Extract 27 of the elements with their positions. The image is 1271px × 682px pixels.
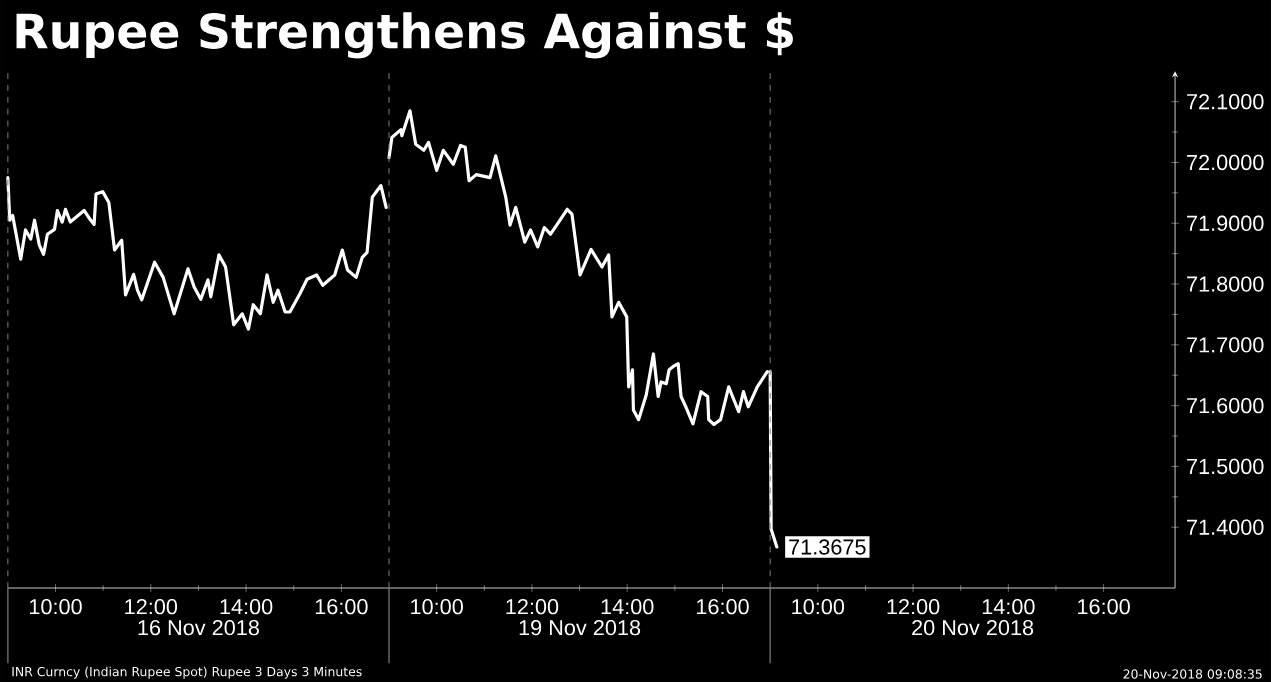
y-tick-label: 71.4000 bbox=[1187, 519, 1264, 535]
y-tick-label: 71.8000 bbox=[1187, 276, 1264, 292]
x-axis-title: 20 Nov 2018 bbox=[912, 619, 1034, 636]
text: INR Curncy (Indian Rupee Spot) Rupee 3 Days 3 Minutes bbox=[12, 666, 362, 679]
x-tick-label: 12:00 bbox=[887, 598, 940, 615]
x-axis-title: 16 Nov 2018 bbox=[138, 619, 259, 636]
x-tick-label: 10:00 bbox=[792, 598, 845, 615]
x-tick-label: 16:00 bbox=[1078, 598, 1130, 615]
x-tick-label: 14:00 bbox=[220, 598, 273, 615]
x-tick-label: 16:00 bbox=[315, 598, 368, 615]
y-tick-label: 72.1000 bbox=[1187, 93, 1264, 110]
y-tick-label: 71.5000 bbox=[1187, 458, 1264, 475]
chart-title: Rupee Strengthens Against $ bbox=[16, 12, 793, 59]
y-tick-label: 71.6000 bbox=[1187, 397, 1264, 414]
text: 20-Nov-2018 09:08:35 bbox=[1123, 669, 1262, 679]
x-tick-label: 14:00 bbox=[601, 598, 654, 615]
x-tick-label: 12:00 bbox=[506, 598, 559, 615]
x-tick-label: 10:00 bbox=[30, 598, 82, 615]
x-tick-label: 14:00 bbox=[982, 598, 1035, 615]
x-tick-label: 10:00 bbox=[411, 598, 463, 615]
x-axis-title: 19 Nov 2018 bbox=[519, 619, 641, 636]
y-tick-label: 71.7000 bbox=[1187, 337, 1264, 353]
x-tick-label: 16:00 bbox=[696, 598, 749, 615]
y-tick-label: 72.0000 bbox=[1187, 154, 1264, 171]
x-tick-label: 12:00 bbox=[125, 598, 178, 615]
data-label: 71.3675 bbox=[789, 539, 866, 555]
y-tick-label: 71.9000 bbox=[1187, 215, 1264, 231]
